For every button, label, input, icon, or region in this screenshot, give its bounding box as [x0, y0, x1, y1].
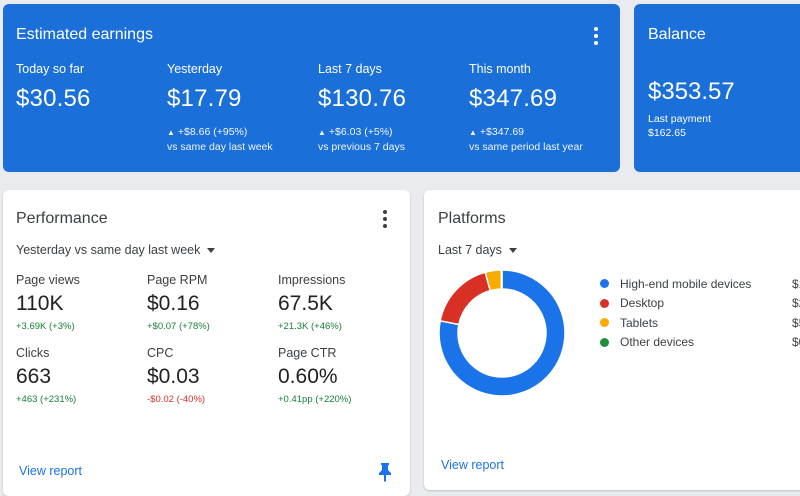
- earnings-yesterday-change: +$8.66 (+95%): [177, 126, 248, 138]
- trend-up-icon: ▲: [469, 128, 477, 137]
- trend-up-icon: ▲: [318, 128, 326, 137]
- metric-clicks[interactable]: Clicks 663 +463 (+231%): [16, 346, 141, 405]
- earnings-more-options-icon[interactable]: [586, 25, 606, 47]
- legend-label: High-end mobile devices: [620, 276, 752, 291]
- earnings-this-month-comparison: vs same period last year: [469, 141, 583, 153]
- performance-period-label: Yesterday vs same day last week: [16, 243, 201, 257]
- earnings-last-7-days-change: +$6.03 (+5%): [328, 126, 393, 138]
- last-payment-value: $162.65: [648, 127, 686, 139]
- donut-slice[interactable]: [500, 269, 503, 290]
- earnings-today-label: Today so far: [16, 62, 85, 76]
- earnings-this-month-change: +$347.69: [479, 126, 525, 138]
- donut-slice[interactable]: [438, 269, 566, 397]
- legend-color-dot: [600, 279, 609, 289]
- metric-page-rpm[interactable]: Page RPM $0.16 +$0.07 (+78%): [147, 273, 272, 332]
- metric-delta: +463 (+231%): [16, 394, 77, 405]
- metric-label: Clicks: [16, 346, 50, 360]
- earnings-last-7-days-delta: ▲ +$6.03 (+5%) vs previous 7 days: [318, 125, 463, 155]
- earnings-last-7-days-value: $130.76: [318, 85, 407, 112]
- earnings-this-month-label: This month: [469, 62, 531, 76]
- metric-page-views[interactable]: Page views 110K +3.69K (+3%): [16, 273, 141, 332]
- earnings-today: Today so far $30.56: [16, 62, 161, 113]
- platforms-period-dropdown[interactable]: Last 7 days: [438, 243, 517, 257]
- legend-item[interactable]: Other devices $0.: [600, 333, 800, 353]
- metric-value: 110K: [16, 292, 64, 315]
- platforms-title: Platforms: [438, 210, 506, 227]
- legend-label: Desktop: [620, 296, 665, 311]
- legend-color-dot: [600, 298, 609, 308]
- trend-up-icon: ▲: [167, 128, 175, 137]
- platforms-legend: High-end mobile devices $102. Desktop $23. T…: [600, 274, 800, 352]
- metric-label: Page CTR: [278, 346, 337, 360]
- earnings-last-7-days-label: Last 7 days: [318, 62, 382, 76]
- estimated-earnings-card: Estimated earnings Today so far $30.56 Y…: [3, 4, 620, 172]
- earnings-this-month-value: $347.69: [469, 85, 558, 112]
- metric-delta: -$0.02 (-40%): [147, 394, 206, 405]
- chevron-down-icon: [508, 247, 517, 253]
- metric-page-ctr[interactable]: Page CTR 0.60% +0.41pp (+220%): [278, 346, 403, 405]
- estimated-earnings-title: Estimated earnings: [16, 26, 153, 43]
- earnings-last-7-days-comparison: vs previous 7 days: [318, 141, 405, 153]
- metric-delta: +21.3K (+46%): [278, 321, 342, 332]
- earnings-yesterday-value: $17.79: [167, 85, 242, 112]
- legend-label: Tablets: [620, 315, 659, 330]
- metric-delta: +0.41pp (+220%): [278, 394, 352, 405]
- platforms-card: Platforms Last 7 days High-end mobile de…: [424, 190, 800, 490]
- legend-value: $23.: [792, 296, 800, 311]
- balance-card: Balance $353.57 Last payment $162.65: [634, 4, 800, 172]
- metric-delta: +3.69K (+3%): [16, 321, 75, 332]
- platforms-donut-chart: [438, 269, 566, 397]
- earnings-this-month: This month $347.69 ▲ +$347.69 vs same per…: [469, 62, 614, 155]
- balance-title: Balance: [648, 26, 706, 43]
- metric-value: $0.16: [147, 292, 200, 315]
- last-payment-label: Last payment: [648, 113, 712, 125]
- platforms-view-report-link[interactable]: View report: [441, 458, 504, 472]
- legend-item[interactable]: Tablets $5.: [600, 313, 800, 333]
- metric-label: Impressions: [278, 273, 346, 287]
- performance-period-dropdown[interactable]: Yesterday vs same day last week: [16, 243, 216, 257]
- performance-view-report-link[interactable]: View report: [19, 464, 82, 478]
- performance-card: Performance Yesterday vs same day last w…: [3, 190, 410, 496]
- metric-label: Page views: [16, 273, 80, 287]
- legend-label: Other devices: [620, 335, 695, 350]
- earnings-last-7-days: Last 7 days $130.76 ▲ +$6.03 (+5%) vs pre…: [318, 62, 463, 155]
- donut-slice[interactable]: [439, 271, 492, 326]
- earnings-yesterday-comparison: vs same day last week: [167, 141, 273, 153]
- metric-value: $0.03: [147, 365, 200, 388]
- performance-more-options-icon[interactable]: [375, 208, 395, 230]
- legend-item[interactable]: High-end mobile devices $102.: [600, 274, 800, 294]
- balance-value: $353.57: [648, 78, 735, 105]
- platforms-period-label: Last 7 days: [438, 243, 502, 257]
- metric-label: CPC: [147, 346, 174, 360]
- legend-item[interactable]: Desktop $23.: [600, 294, 800, 314]
- chevron-down-icon: [207, 247, 216, 253]
- last-payment: Last payment $162.65: [648, 112, 711, 140]
- pin-icon[interactable]: [378, 462, 392, 482]
- metric-value: 663: [16, 365, 52, 388]
- earnings-yesterday-delta: ▲ +$8.66 (+95%) vs same day last week: [167, 125, 312, 155]
- legend-value: $102.: [792, 276, 800, 291]
- legend-value: $5.: [792, 315, 800, 330]
- earnings-yesterday-label: Yesterday: [167, 62, 223, 76]
- earnings-today-value: $30.56: [16, 85, 91, 112]
- legend-color-dot: [600, 337, 609, 347]
- earnings-yesterday: Yesterday $17.79 ▲ +$8.66 (+95%) vs same …: [167, 62, 312, 155]
- metric-impressions[interactable]: Impressions 67.5K +21.3K (+46%): [278, 273, 403, 332]
- metric-value: 67.5K: [278, 292, 333, 315]
- performance-title: Performance: [16, 210, 108, 227]
- metric-label: Page RPM: [147, 273, 208, 287]
- legend-color-dot: [600, 318, 609, 328]
- metric-delta: +$0.07 (+78%): [147, 321, 210, 332]
- legend-value: $0.: [792, 335, 800, 350]
- earnings-this-month-delta: ▲ +$347.69 vs same period last year: [469, 125, 614, 155]
- metric-value: 0.60%: [278, 365, 338, 388]
- metric-cpc[interactable]: CPC $0.03 -$0.02 (-40%): [147, 346, 272, 405]
